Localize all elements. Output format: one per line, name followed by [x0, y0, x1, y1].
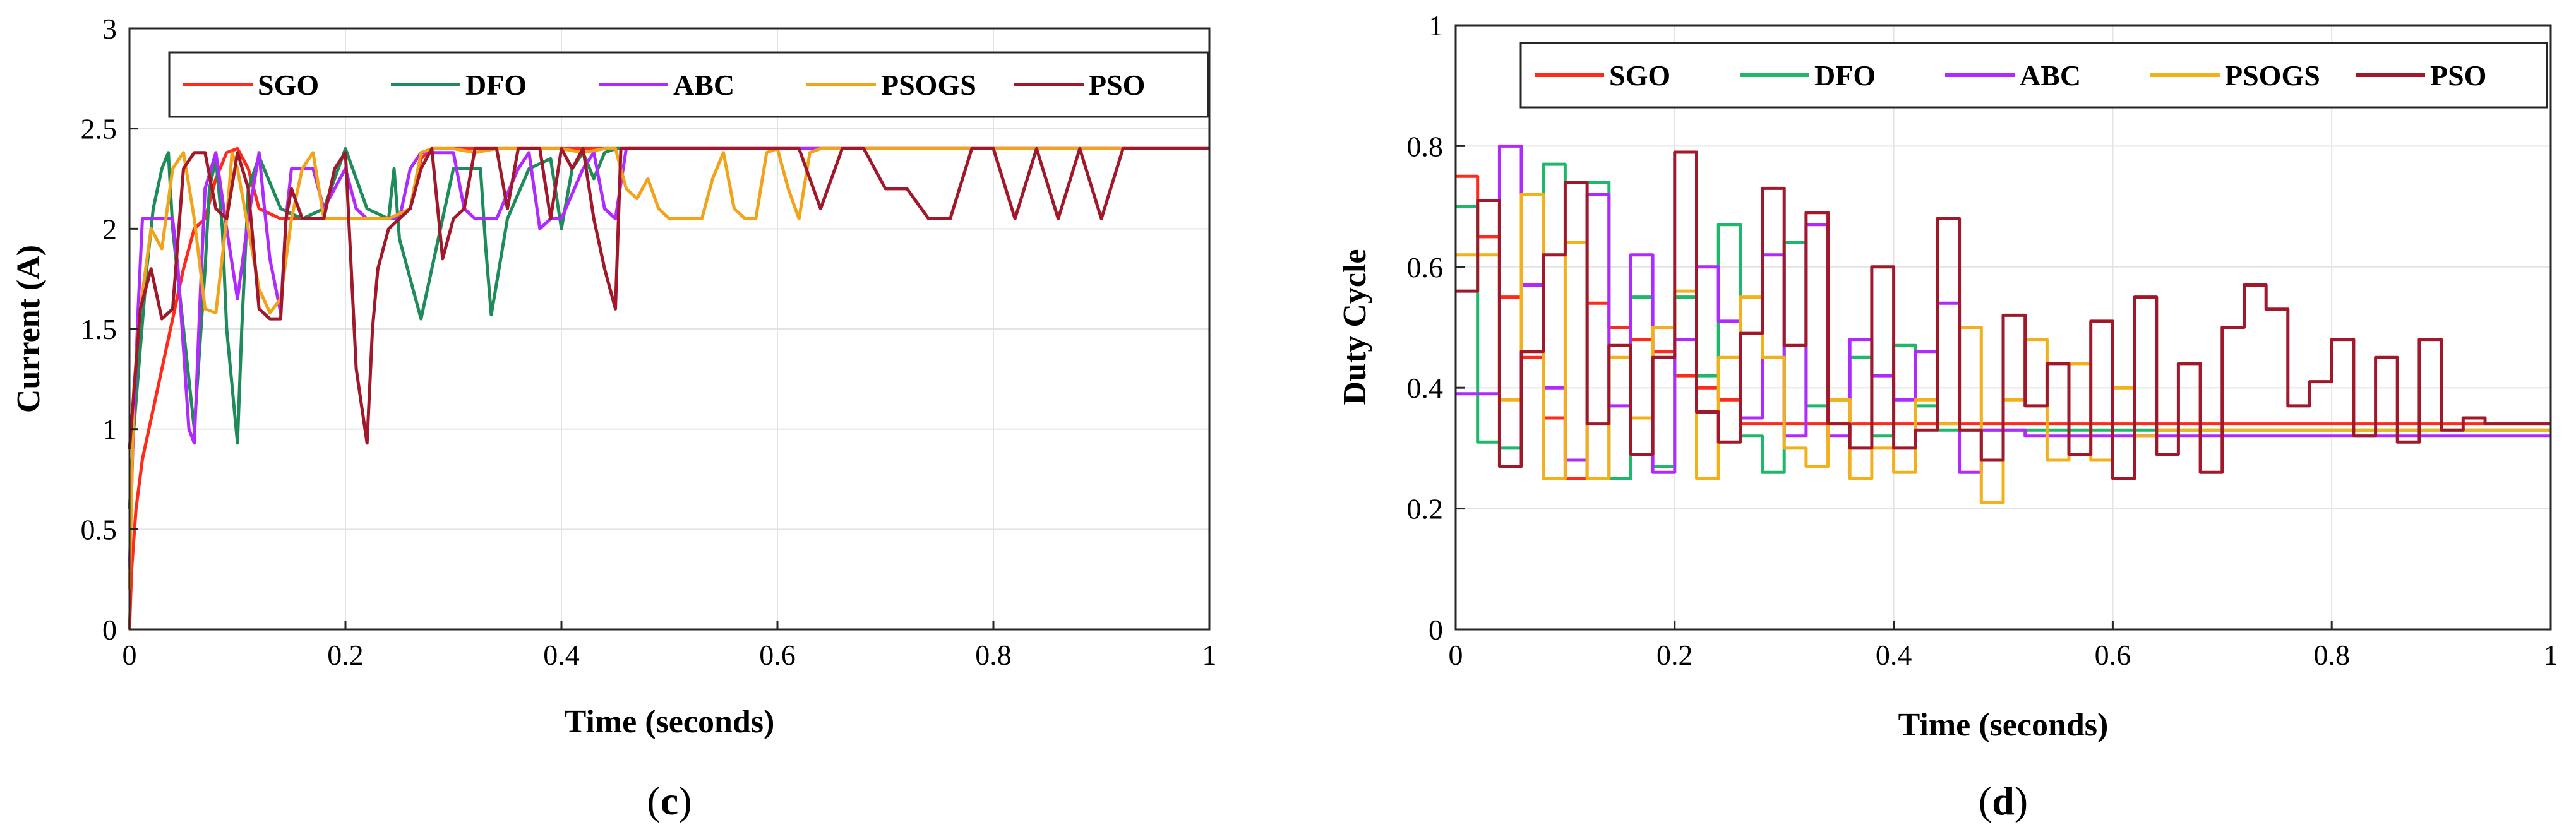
legend-entries-d: SGO DFO ABC PSOGS PSO	[1535, 59, 2486, 92]
y-tick-label-c: 1.5	[81, 313, 117, 345]
panel-label-c: (c)	[647, 778, 692, 823]
y-tick-label-d: 0	[1429, 614, 1443, 646]
series-line-abc-c	[128, 146, 1209, 569]
series-line-pso-d	[1456, 150, 2551, 480]
paren-close-c: )	[678, 778, 692, 823]
x-tick-label-d: 0.2	[1656, 639, 1693, 671]
plot-border-d	[1454, 24, 2552, 631]
y-tick-label-c: 3	[102, 13, 117, 45]
legend-c: SGO DFO ABC PSOGS PSO	[168, 51, 1209, 118]
paren-open-c: (	[647, 778, 660, 823]
legend-d: SGO DFO ABC PSOGS PSO	[1519, 42, 2548, 109]
x-tick-label-d: 0.4	[1876, 639, 1912, 671]
legend-label-abc-c: ABC	[673, 69, 734, 101]
legend-label-psogs-d: PSOGS	[2225, 59, 2320, 92]
paren-close-d: )	[2015, 778, 2028, 823]
y-ticks-d: 0 0.2 0.4 0.6 0.8 1	[1407, 9, 1465, 646]
legend-label-dfo-c: DFO	[465, 69, 527, 101]
x-tick-label-c: 0.8	[975, 639, 1012, 671]
y-tick-label-d: 0.2	[1407, 493, 1444, 525]
legend-label-abc-d: ABC	[2020, 59, 2081, 92]
paren-open-d: (	[1979, 778, 1992, 823]
y-tick-label-d: 0.4	[1407, 372, 1444, 404]
series-layer-d	[1456, 144, 2551, 504]
panel-letter-d: d	[1992, 778, 2015, 823]
legend-label-sgo-c: SGO	[258, 69, 319, 101]
y-tick-label-c: 0	[102, 614, 117, 646]
x-ticks-d: 0 0.2 0.4 0.6 0.8 1	[1449, 621, 2558, 671]
x-tick-label-d: 0.8	[2313, 639, 2350, 671]
x-axis-label-c: Time (seconds)	[565, 704, 775, 740]
chart-panel-d: 0 0.2 0.4 0.6 0.8 1 0 0.2 0.4 0.6 0.8 1 Time (seco…	[1337, 9, 2558, 823]
x-tick-label-c: 1	[1202, 639, 1217, 671]
x-tick-label-c: 0.2	[327, 639, 364, 671]
x-ticks-c: 0 0.2 0.4 0.6 0.8 1	[123, 621, 1217, 671]
x-tick-label-d: 1	[2544, 639, 2558, 671]
y-tick-label-c: 2.5	[81, 113, 117, 145]
x-tick-label-d: 0	[1449, 639, 1463, 671]
y-tick-label-d: 1	[1429, 9, 1443, 42]
legend-label-sgo-d: SGO	[1609, 59, 1670, 92]
panel-label-d: (d)	[1979, 778, 2028, 823]
y-tick-label-c: 2	[102, 213, 117, 245]
legend-label-pso-c: PSO	[1089, 69, 1145, 101]
series-line-dfo-c	[128, 146, 1209, 509]
y-axis-label-d: Duty Cycle	[1337, 249, 1373, 405]
legend-entries-c: SGO DFO ABC PSOGS PSO	[183, 69, 1145, 101]
y-tick-label-c: 0.5	[81, 513, 117, 545]
x-tick-label-c: 0.4	[543, 639, 580, 671]
chart-panel-c: 0 0.2 0.4 0.6 0.8 1 0 0.5 1 1.5 2 2.5 3 Time (secon…	[11, 13, 1217, 823]
legend-label-pso-d: PSO	[2430, 59, 2486, 92]
x-tick-label-d: 0.6	[2095, 639, 2131, 671]
series-line-pso-c	[128, 146, 1209, 449]
axes-frame-d	[1454, 24, 2552, 631]
y-tick-label-c: 1	[102, 413, 117, 446]
x-axis-label-d: Time (seconds)	[1898, 707, 2109, 743]
y-ticks-c: 0 0.5 1 1.5 2 2.5 3	[81, 13, 138, 646]
panel-letter-c: c	[661, 778, 678, 823]
series-layer-c	[128, 146, 1209, 630]
legend-label-psogs-c: PSOGS	[881, 69, 976, 101]
legend-label-dfo-d: DFO	[1814, 59, 1876, 92]
x-tick-label-c: 0.6	[759, 639, 796, 671]
y-tick-label-d: 0.8	[1407, 130, 1444, 162]
y-tick-label-d: 0.6	[1407, 251, 1444, 283]
x-tick-label-c: 0	[123, 639, 137, 671]
y-axis-label-c: Current (A)	[11, 245, 47, 413]
